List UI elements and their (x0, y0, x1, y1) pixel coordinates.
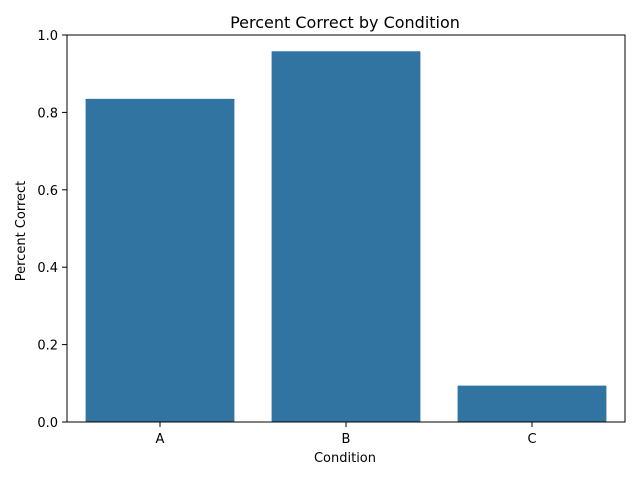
bar-b (271, 51, 421, 423)
x-tick-label: C (527, 432, 536, 447)
x-axis-label: Condition (314, 451, 376, 466)
y-tick-label: 1.0 (37, 29, 58, 44)
bar-c (457, 385, 607, 422)
chart-title: Percent Correct by Condition (230, 13, 460, 32)
x-tick-label: B (342, 432, 351, 447)
bar-a (85, 98, 235, 422)
y-axis-ticks: 0.0 0.2 0.4 0.6 0.8 1.0 (37, 29, 67, 431)
x-tick-label: A (156, 432, 165, 447)
y-tick-label: 0.4 (37, 261, 58, 276)
axes-frame (66, 34, 626, 423)
x-axis-ticks: A B C (156, 422, 537, 447)
y-tick-label: 0.6 (37, 184, 58, 199)
y-axis-label: Percent Correct (14, 181, 29, 282)
y-tick-label: 0.2 (37, 339, 58, 354)
bars-group (85, 51, 607, 423)
y-tick-label: 0.0 (37, 416, 58, 431)
y-tick-label: 0.8 (37, 106, 58, 121)
